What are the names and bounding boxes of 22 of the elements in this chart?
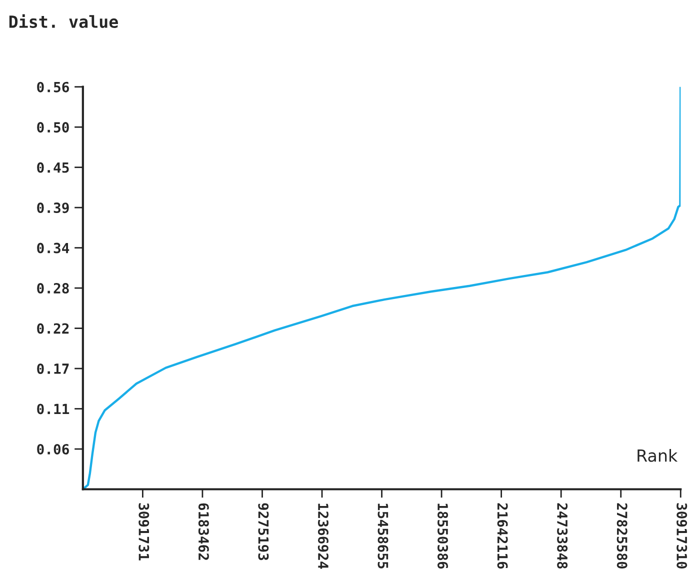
x-tick-label: 30917310 — [676, 503, 688, 569]
x-tick-label: 18550386 — [438, 504, 448, 569]
y-tick-label: 0.56 — [37, 82, 69, 92]
y-tick-label: 0.22 — [37, 323, 69, 334]
x-tick-label: 21642116 — [497, 503, 508, 569]
x-axis-title: Rank — [638, 448, 678, 462]
y-tick-label: 0.17 — [37, 364, 69, 374]
x-tick-label: 9275193 — [258, 503, 269, 560]
x-tick-label: 15458655 — [378, 504, 388, 568]
x-tick-label: 6183462 — [198, 503, 209, 560]
y-tick-label: 0.28 — [37, 283, 69, 294]
y-tick-label: 0.45 — [37, 162, 69, 173]
y-tick-label: 0.06 — [37, 444, 69, 454]
y-tick-label: 0.39 — [37, 202, 69, 214]
y-tick-label: 0.34 — [37, 242, 70, 254]
x-tick-label: 24733848 — [557, 503, 568, 568]
y-axis-title: Dist. value — [9, 14, 118, 28]
x-tick-label: 3091731 — [138, 503, 150, 560]
x-tick-label: 12366924 — [318, 504, 328, 569]
y-tick-label: 0.50 — [37, 122, 69, 133]
y-tick-label: 0.11 — [37, 404, 70, 414]
x-tick-label: 27825580 — [616, 503, 628, 569]
